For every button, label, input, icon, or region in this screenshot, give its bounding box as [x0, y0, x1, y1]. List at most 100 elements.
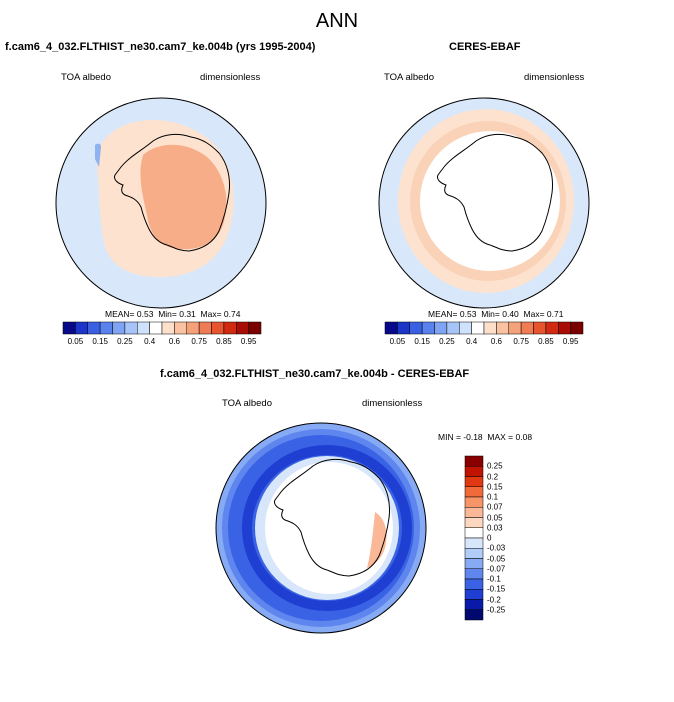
- panel3-min-label: MIN =: [438, 432, 461, 442]
- panel1-mean: 0.53: [136, 309, 154, 319]
- panel1-colorbar-box: [149, 321, 163, 335]
- panel3-colorbar-tick-label: -0.03: [487, 543, 506, 553]
- panel2-mean-label: MEAN=: [428, 309, 458, 319]
- panel1-colorbar-box: [223, 321, 237, 335]
- panel3-title: f.cam6_4_032.FLTHIST_ne30.cam7_ke.004b -…: [160, 368, 470, 380]
- panel2-colorbar-box: [520, 321, 534, 335]
- panel3-colorbar-tick-label: 0.07: [487, 502, 503, 512]
- panel3-colorbar-tick-label: -0.1: [487, 574, 501, 584]
- panel3-units-label: dimensionless: [362, 398, 423, 409]
- panel1-colorbar-tick-label: 0.25: [117, 337, 133, 346]
- panel2-variable-label: TOA albedo: [384, 72, 435, 83]
- panel2-coastline: [437, 133, 553, 252]
- panel2-colorbar-box: [446, 321, 460, 335]
- panel2-min-label: Min=: [481, 309, 500, 319]
- panel3-colorbar-tick-label: 0.15: [487, 482, 503, 492]
- panel1-colorbar-box: [211, 321, 225, 335]
- panel2-colorbar-box: [397, 321, 410, 335]
- panel3-colorbar-tick-label: -0.05: [487, 554, 506, 563]
- panel3-variable-label: TOA albedo: [222, 398, 273, 409]
- panel1-colorbar-box: [236, 321, 249, 335]
- panel1-colorbar-box: [87, 321, 101, 335]
- panel2-colorbar-box: [508, 321, 522, 335]
- panel2-colorbar-box: [434, 321, 448, 335]
- panel2-min: 0.40: [502, 309, 519, 319]
- panel2-title: CERES-EBAF: [449, 41, 521, 53]
- panel2-colorbar-tick-label: 0.75: [513, 337, 529, 346]
- panel1-colorbar-box: [75, 321, 88, 335]
- panel1-stats: MEAN= 0.53 Min= 0.31 Max= 0.74: [105, 309, 240, 319]
- panel1-colorbar-tick-label: 0.85: [216, 337, 232, 346]
- panel2-colorbar: [384, 321, 584, 335]
- panel2-colorbar-ticks: 0.05 0.15 0.25 0.4 0.6 0.75 0.85 0.95: [385, 337, 583, 349]
- panel3-colorbar-tick-label: 0.2: [487, 472, 499, 481]
- panel2-colorbar-box: [421, 321, 435, 335]
- panel3-colorbar-tick-label: -0.25: [487, 605, 506, 615]
- panel2-colorbar-tick-label: 0.85: [538, 337, 554, 346]
- panel3-coastline: [274, 458, 390, 577]
- panel2-colorbar-box: [533, 321, 547, 335]
- panel1-colorbar-tick-label: 0.95: [240, 337, 257, 346]
- panel1-colorbar-tick-label: 0.05: [67, 337, 84, 346]
- panel3-colorbar-box: [464, 609, 484, 621]
- panel2-colorbar-box: [570, 321, 584, 335]
- panel3-map: [215, 422, 427, 634]
- panel1-colorbar-box: [248, 321, 262, 335]
- panel3-colorbar-tick-label: 0.1: [487, 492, 499, 502]
- panel1-colorbar-box: [198, 321, 212, 335]
- panel1-max-label: Max=: [200, 309, 222, 319]
- panel3-colorbar: [464, 455, 484, 621]
- panel1-colorbar-box: [137, 321, 150, 335]
- panel2-colorbar-tick-label: 0.05: [389, 337, 406, 346]
- panel2-max-label: Max=: [523, 309, 545, 319]
- panel1-min: 0.31: [179, 309, 196, 319]
- panel1-colorbar: [62, 321, 262, 335]
- panel2-colorbar-box: [459, 321, 472, 335]
- panel1-colorbar-box: [112, 321, 126, 335]
- panel3-stats: MIN = -0.18 MAX = 0.08: [438, 432, 532, 442]
- panel1-colorbar-tick-label: 0.6: [168, 337, 180, 346]
- panel2-colorbar-box: [483, 321, 497, 335]
- panel1-max: 0.74: [223, 309, 241, 319]
- panel1-map: [55, 97, 267, 309]
- panel1-mean-label: MEAN=: [105, 309, 135, 319]
- panel3-max-label: MAX =: [487, 432, 514, 442]
- panel2-colorbar-box: [558, 321, 571, 335]
- panel2-max: 0.71: [546, 309, 564, 319]
- panel2-colorbar-box: [384, 321, 398, 335]
- panel1-min-label: Min=: [158, 309, 177, 319]
- panel1-colorbar-box: [186, 321, 200, 335]
- panel2-colorbar-box: [496, 321, 509, 335]
- panel3-colorbar-tick-label: -0.15: [487, 584, 506, 594]
- panel2-colorbar-tick-label: 0.6: [490, 337, 502, 346]
- figure-title: ANN: [315, 10, 359, 32]
- panel1-colorbar-box: [62, 321, 76, 335]
- panel3-min: -0.18: [463, 432, 483, 442]
- panel1-colorbar-box: [174, 321, 187, 335]
- panel1-colorbar-tick-label: 0.75: [191, 337, 207, 346]
- panel2-colorbar-box: [545, 321, 559, 335]
- panel2-stats: MEAN= 0.53 Min= 0.40 Max= 0.71: [428, 309, 563, 319]
- panel3-colorbar-tick-label: 0.25: [487, 461, 503, 471]
- panel1-coastline: [114, 133, 230, 252]
- panel2-colorbar-tick-label: 0.15: [414, 337, 430, 346]
- panel3-max: 0.08: [515, 432, 533, 442]
- panel2-units-label: dimensionless: [524, 72, 585, 83]
- panel2-colorbar-box: [409, 321, 423, 335]
- panel1-title: f.cam6_4_032.FLTHIST_ne30.cam7_ke.004b (…: [5, 41, 316, 53]
- panel1-variable-label: TOA albedo: [61, 72, 112, 83]
- panel2-map: [378, 97, 590, 309]
- panel1-colorbar-box: [124, 321, 138, 335]
- panel3-colorbar-tick-label: -0.2: [487, 595, 501, 604]
- panel1-colorbar-tick-label: 0.15: [92, 337, 108, 346]
- panel1-colorbar-box: [99, 321, 113, 335]
- panel3-colorbar-tick-label: 0.03: [487, 523, 503, 533]
- panel1-colorbar-ticks: 0.05 0.15 0.25 0.4 0.6 0.75 0.85 0.95: [63, 337, 261, 349]
- panel2-colorbar-tick-label: 0.95: [562, 337, 579, 346]
- panel3-colorbar-tick-label: 0.05: [487, 513, 503, 522]
- panel1-units-label: dimensionless: [200, 72, 261, 83]
- panel2-colorbar-tick-label: 0.4: [466, 337, 478, 346]
- panel2-mean: 0.53: [459, 309, 477, 319]
- panel2-colorbar-box: [471, 321, 485, 335]
- panel3-colorbar-tick-label: -0.07: [487, 564, 506, 574]
